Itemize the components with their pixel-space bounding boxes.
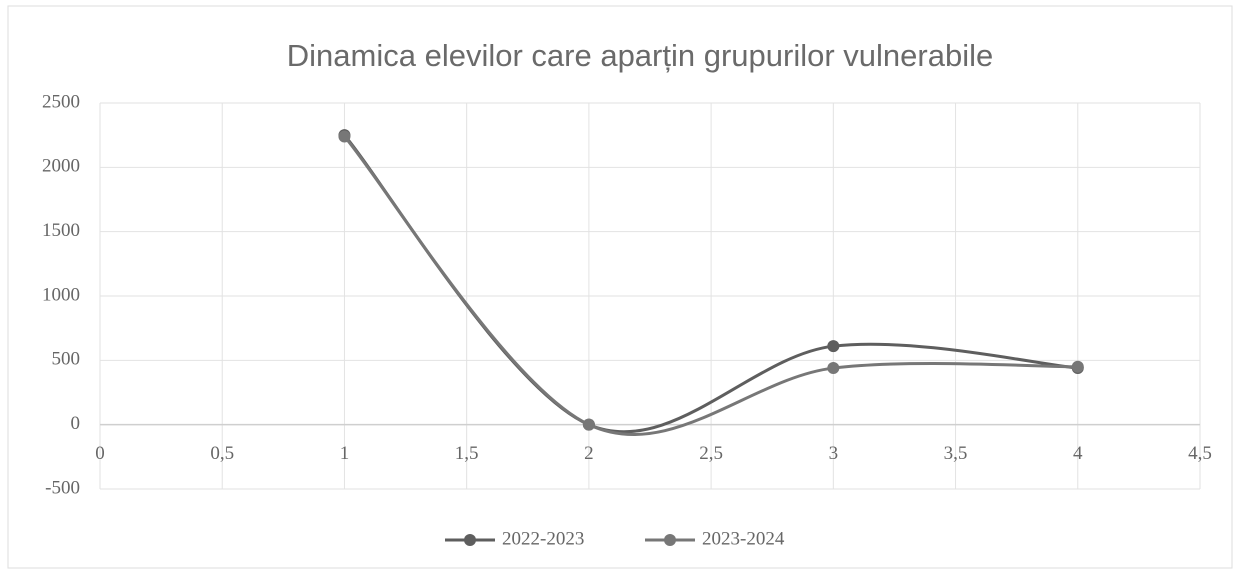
y-tick-label: 2500	[42, 91, 80, 112]
point	[827, 340, 840, 353]
x-tick-label: 4,5	[1188, 443, 1212, 464]
point	[827, 362, 840, 375]
series-line	[343, 135, 1078, 437]
x-tick-label: 0,5	[210, 443, 234, 464]
x-tick-label: 3,5	[944, 443, 968, 464]
legend-label: 2023-2024	[702, 528, 785, 549]
y-tick-label: 1500	[42, 220, 80, 241]
legend-marker	[464, 534, 476, 546]
y-tick-label: 2000	[42, 156, 80, 177]
point	[582, 418, 595, 431]
point	[338, 130, 351, 143]
x-tick-label: 4	[1073, 443, 1083, 464]
point	[1071, 360, 1084, 373]
x-tick-label: 0	[95, 443, 105, 464]
y-tick-label: -500	[45, 477, 80, 498]
chart-title: Dinamica elevilor care aparțin grupurilo…	[287, 38, 993, 73]
legend-label: 2022-2023	[502, 528, 584, 549]
x-tick-label: 2,5	[699, 443, 723, 464]
x-tick-label: 1,5	[455, 443, 479, 464]
y-tick-label: 1000	[42, 284, 80, 305]
chart-border	[7, 5, 1233, 569]
y-tick-label: 500	[52, 349, 81, 370]
x-tick-label: 3	[829, 443, 839, 464]
x-tick-label: 2	[584, 443, 594, 464]
x-tick-label: 1	[340, 443, 350, 464]
legend-marker	[664, 534, 676, 546]
y-tick-label: 0	[71, 413, 81, 434]
